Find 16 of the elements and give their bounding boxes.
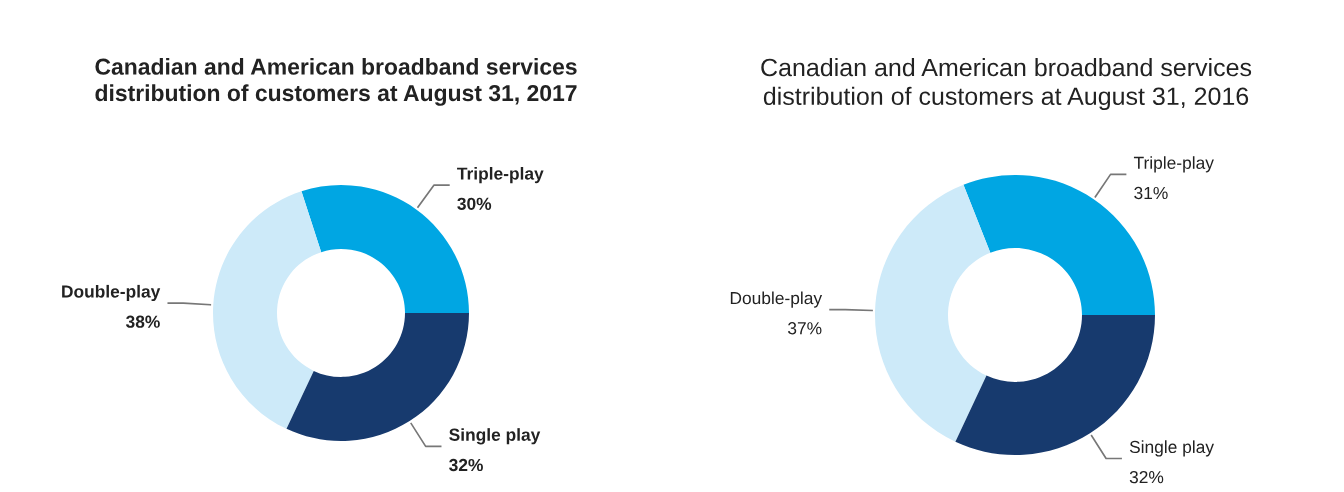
data-label: 38% (125, 315, 160, 328)
slice-label: Triple-play (1133, 156, 1214, 173)
data-label: 31% (1134, 186, 1168, 200)
donut-slice (213, 191, 322, 429)
slice-label: Single play (1129, 440, 1214, 457)
chart-title: Canadian and American broadband services distribution of customers at August 31, 2016 (761, 58, 1252, 111)
donut-slice (875, 184, 991, 442)
slice-label: Triple-play (457, 166, 544, 184)
slice-label: Single play (449, 428, 541, 445)
slice-label: Double-play (730, 291, 823, 308)
data-label: 37% (788, 322, 822, 335)
data-label: 32% (449, 458, 483, 472)
slice-label: Double-play (62, 284, 161, 302)
data-label: 32% (1129, 470, 1164, 484)
data-label: 30% (457, 197, 492, 210)
chart-title: Canadian and American broadband services distribution of customers at August 31, 2017 (95, 58, 577, 106)
